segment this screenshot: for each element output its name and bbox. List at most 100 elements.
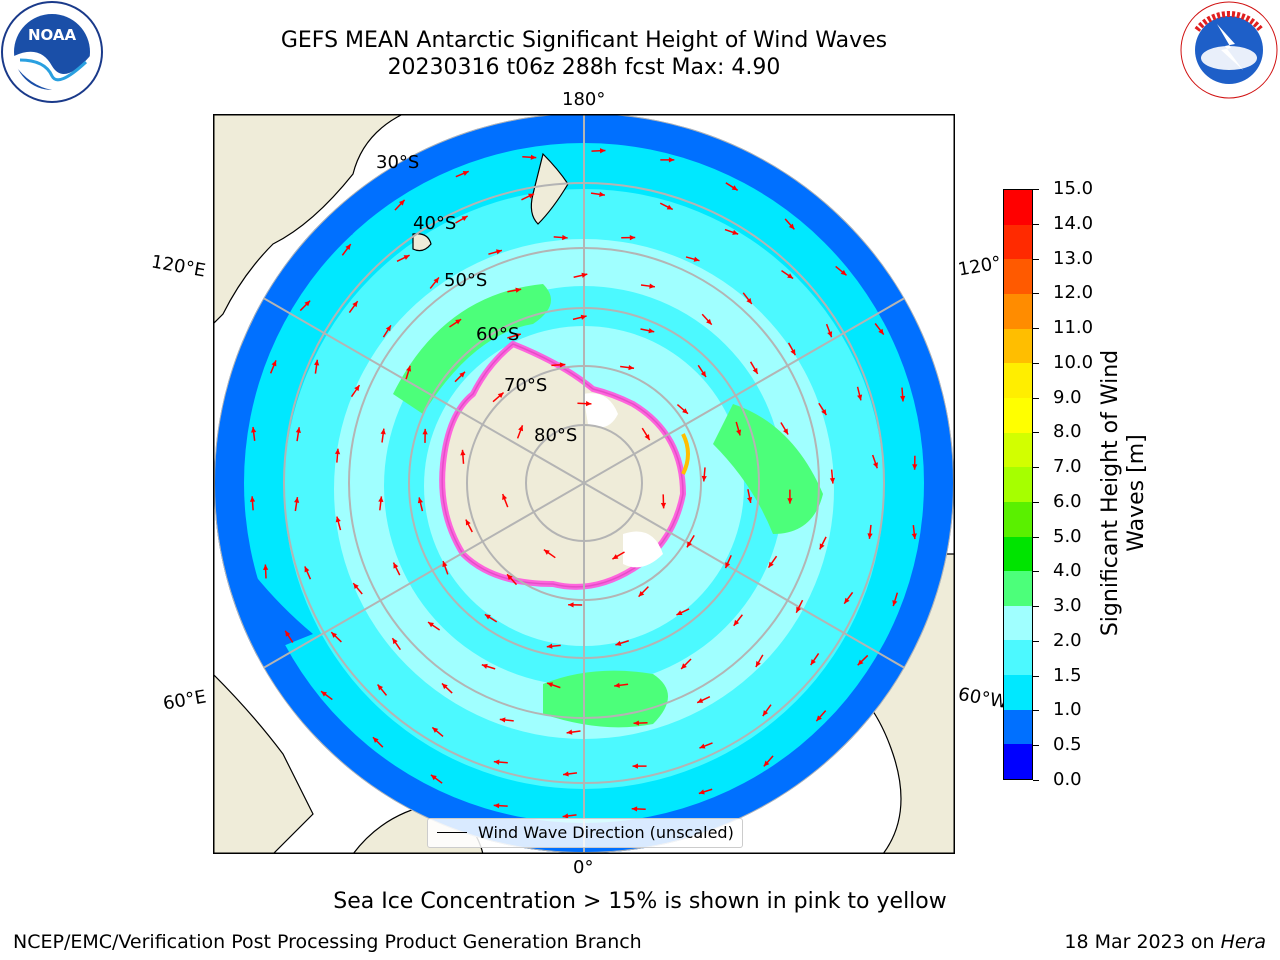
wave-direction-arrowhead	[731, 185, 738, 191]
wave-direction-arrowhead	[304, 566, 310, 573]
wave-direction-arrowhead	[304, 300, 311, 307]
colorbar	[1003, 189, 1033, 780]
wave-direction-arrowhead	[733, 619, 740, 626]
wave-direction-arrowhead	[819, 543, 825, 550]
wave-direction-arrowhead	[747, 497, 753, 503]
colorbar-segment	[1004, 397, 1032, 433]
lat-label-60s: 60°S	[476, 324, 520, 345]
colorbar-tick-label: 9.0	[1053, 386, 1082, 408]
wave-direction-arrowhead	[462, 171, 469, 176]
wave-direction-arrowhead	[372, 737, 379, 743]
wave-direction-arrowhead	[787, 273, 794, 279]
wave-direction-arrowhead	[430, 774, 437, 781]
wave-direction-arrowhead	[746, 298, 752, 304]
colorbar-tick-label: 13.0	[1053, 247, 1094, 269]
lat-label-40s: 40°S	[413, 213, 457, 234]
wave-direction-arrowhead	[701, 475, 707, 482]
wave-direction-arrowhead	[528, 193, 535, 199]
wave-direction-arrowhead	[755, 660, 761, 667]
lon-label-120w: 120°	[956, 252, 1003, 281]
colorbar-segment	[1004, 363, 1032, 398]
wave-direction-arrowhead	[736, 429, 742, 436]
colorbar-tick-mark	[1033, 328, 1039, 330]
lat-label-70s: 70°S	[504, 375, 548, 396]
wave-direction-arrowhead	[857, 394, 863, 401]
wave-direction-arrowhead	[816, 715, 822, 722]
colorbar-tick-label: 5.0	[1053, 525, 1082, 547]
wave-direction-arrowhead	[810, 659, 816, 666]
wave-direction-arrowhead	[515, 287, 522, 293]
wave-direction-arrowhead	[873, 462, 878, 469]
colorbar-tick-label: 1.5	[1053, 664, 1082, 686]
wave-direction-arrowhead	[352, 301, 358, 308]
colorbar-tick-mark	[1033, 501, 1039, 503]
colorbar-tick-mark	[1033, 397, 1039, 399]
wave-direction-arrowhead	[633, 720, 640, 726]
wave-direction-arrowhead	[585, 401, 592, 407]
wave-direction-arrowhead	[829, 477, 836, 484]
wave-direction-arrowhead	[768, 561, 774, 568]
wave-direction-arrowhead	[377, 684, 384, 691]
wave-direction-arrowhead	[599, 191, 605, 197]
wave-direction-arrowhead	[461, 216, 468, 221]
wave-direction-arrowhead	[648, 328, 655, 334]
wave-direction-arrowhead	[699, 743, 706, 749]
wave-direction-arrowhead	[668, 157, 675, 163]
wave-direction-arrowhead	[559, 362, 566, 368]
chart-subtitle: 20230316 t06z 288h fcst Max: 4.90	[387, 55, 781, 80]
wave-direction-arrowhead	[546, 643, 553, 649]
colorbar-segment	[1004, 294, 1032, 329]
colorbar-tick-label: 11.0	[1053, 317, 1094, 339]
wave-direction-arrowhead	[693, 256, 700, 262]
wave-direction-arrowhead	[403, 255, 410, 260]
wave-direction-arrowhead	[686, 541, 692, 548]
wave-direction-arrowhead	[294, 497, 300, 503]
wave-direction-arrowhead	[796, 606, 802, 613]
colorbar-tick-mark	[1033, 675, 1039, 677]
colorbar-segment	[1004, 571, 1032, 606]
colorbar-tick-label: 1.0	[1053, 699, 1082, 721]
noaa-logo: NOAA	[0, 0, 104, 104]
wave-direction-arrowhead	[502, 494, 508, 501]
lon-label-120e: 120°E	[149, 251, 208, 282]
colorbar-tick-mark	[1033, 571, 1039, 573]
wave-direction-arrowhead	[788, 223, 795, 230]
wave-direction-arrowhead	[666, 204, 673, 210]
colorbar-tick-mark	[1033, 780, 1039, 781]
wave-direction-arrowhead	[459, 371, 465, 378]
wave-direction-arrowhead	[495, 249, 502, 255]
wave-direction-arrowhead	[493, 803, 500, 809]
lat-label-30s: 30°S	[376, 152, 420, 173]
wave-direction-arrowhead	[441, 683, 448, 690]
wave-direction-arrowhead	[378, 496, 384, 503]
wave-direction-arrowhead	[455, 319, 462, 325]
wave-direction-arrowhead	[484, 614, 491, 620]
wave-direction-arrowhead	[827, 331, 833, 338]
colorbar-tick-mark	[1033, 189, 1039, 190]
colorbar-segment	[1004, 190, 1032, 225]
lat-label-50s: 50°S	[444, 270, 488, 291]
wave-direction-arrowhead	[615, 640, 622, 646]
sea-ice-caption: Sea Ice Concentration > 15% is shown in …	[333, 889, 947, 914]
wave-direction-arrowhead	[392, 638, 398, 645]
wave-direction-arrowhead	[762, 710, 769, 717]
wave-direction-arrowhead	[676, 610, 683, 615]
wave-direction-arrowhead	[417, 497, 423, 504]
wave-direction-arrowhead	[612, 554, 619, 560]
wave-direction-arrowhead	[249, 496, 256, 502]
lon-label-180: 180°	[562, 89, 606, 110]
wave-direction-arrowhead	[530, 154, 537, 160]
wave-direction-arrowhead	[787, 498, 793, 504]
colorbar-segment	[1004, 744, 1032, 779]
colorbar-segment	[1004, 467, 1032, 502]
colorbar-tick-mark	[1033, 432, 1039, 434]
wave-direction-arrowhead	[629, 234, 636, 241]
colorbar-tick-mark	[1033, 258, 1039, 260]
lon-label-60w: 60°W	[956, 683, 1010, 714]
noaa-logo-text: NOAA	[28, 26, 77, 44]
colorbar-tick-label: 2.0	[1053, 629, 1082, 651]
wave-direction-arrowhead	[481, 663, 488, 669]
wave-direction-arrowhead	[514, 333, 521, 339]
wave-direction-arrowhead	[867, 533, 873, 539]
wave-direction-arrowhead	[911, 533, 917, 540]
